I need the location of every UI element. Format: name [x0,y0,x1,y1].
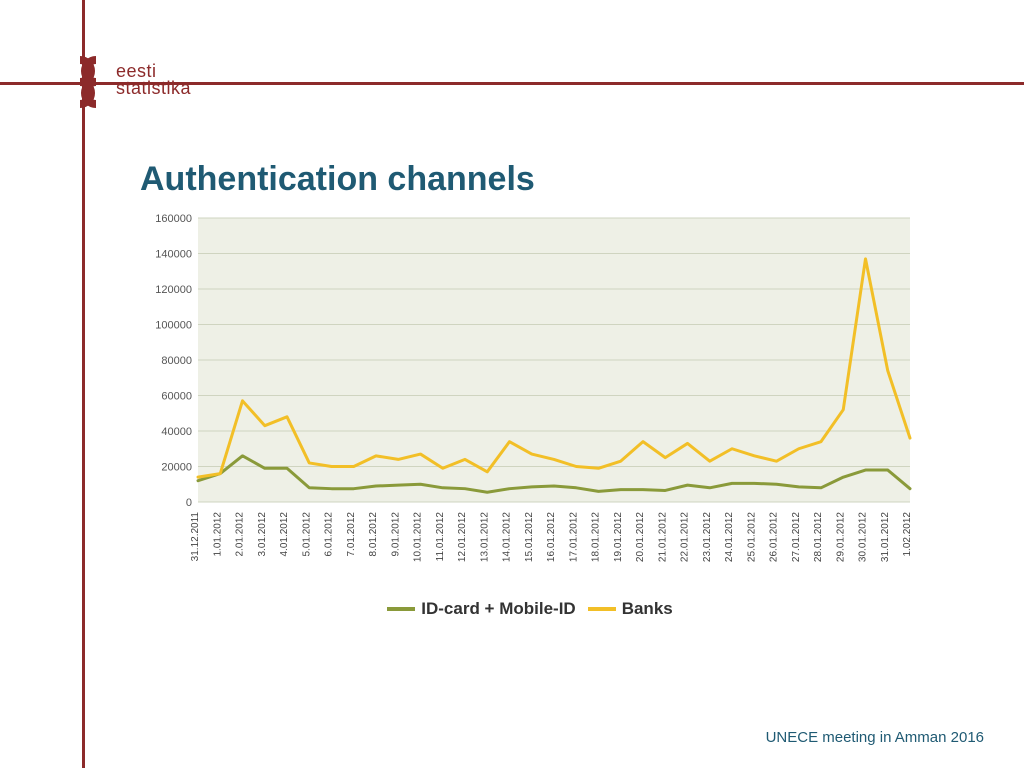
svg-text:25.01.2012: 25.01.2012 [746,512,757,562]
line-chart-svg: 0 20000 40000 60000 80000 100000 120000 140000 1… [140,210,920,590]
svg-text:20000: 20000 [161,462,192,474]
chart-legend: ID-card + Mobile-ID Banks [140,596,920,619]
legend-label: Banks [622,599,673,619]
svg-text:0: 0 [186,497,192,509]
svg-text:8.01.2012: 8.01.2012 [368,512,379,557]
svg-text:6.01.2012: 6.01.2012 [324,512,335,557]
svg-text:31.12.2011: 31.12.2011 [190,512,201,562]
svg-text:19.01.2012: 19.01.2012 [613,512,624,562]
decor-vertical-line [82,0,85,768]
svg-text:3.01.2012: 3.01.2012 [257,512,268,557]
svg-text:160000: 160000 [155,213,192,225]
svg-text:21.01.2012: 21.01.2012 [657,512,668,562]
logo-mark-icon [52,50,112,110]
svg-text:26.01.2012: 26.01.2012 [769,512,780,562]
svg-text:31.01.2012: 31.01.2012 [880,512,891,562]
svg-text:5.01.2012: 5.01.2012 [301,512,312,557]
svg-text:80000: 80000 [161,355,192,367]
svg-text:140000: 140000 [155,249,192,261]
footer-text: UNECE meeting in Amman 2016 [766,729,984,746]
svg-text:40000: 40000 [161,426,192,438]
svg-text:4.01.2012: 4.01.2012 [279,512,290,557]
svg-text:120000: 120000 [155,284,192,296]
svg-text:1.02.2012: 1.02.2012 [902,512,913,557]
legend-item: ID-card + Mobile-ID [387,599,575,619]
auth-channels-chart: 0 20000 40000 60000 80000 100000 120000 140000 1… [140,210,920,595]
svg-text:12.01.2012: 12.01.2012 [457,512,468,562]
svg-text:24.01.2012: 24.01.2012 [724,512,735,562]
svg-text:28.01.2012: 28.01.2012 [813,512,824,562]
svg-text:23.01.2012: 23.01.2012 [702,512,713,562]
svg-text:20.01.2012: 20.01.2012 [635,512,646,562]
svg-text:22.01.2012: 22.01.2012 [680,512,691,562]
svg-text:30.01.2012: 30.01.2012 [858,512,869,562]
org-name-line2: statistika [116,80,191,97]
svg-text:10.01.2012: 10.01.2012 [413,512,424,562]
svg-text:16.01.2012: 16.01.2012 [546,512,557,562]
svg-text:15.01.2012: 15.01.2012 [524,512,535,562]
svg-text:9.01.2012: 9.01.2012 [390,512,401,557]
svg-text:27.01.2012: 27.01.2012 [791,512,802,562]
svg-text:29.01.2012: 29.01.2012 [835,512,846,562]
svg-text:7.01.2012: 7.01.2012 [346,512,357,557]
page-title: Authentication channels [140,160,535,199]
svg-text:1.01.2012: 1.01.2012 [212,512,223,557]
svg-text:13.01.2012: 13.01.2012 [479,512,490,562]
svg-text:100000: 100000 [155,320,192,332]
org-name: eesti statistika [116,63,191,97]
svg-text:14.01.2012: 14.01.2012 [502,512,513,562]
legend-swatch-icon [588,607,616,611]
svg-text:18.01.2012: 18.01.2012 [591,512,602,562]
legend-label: ID-card + Mobile-ID [421,599,575,619]
org-logo: eesti statistika [52,50,191,110]
legend-swatch-icon [387,607,415,611]
legend-item: Banks [588,599,673,619]
svg-text:2.01.2012: 2.01.2012 [235,512,246,557]
svg-text:17.01.2012: 17.01.2012 [568,512,579,562]
svg-text:11.01.2012: 11.01.2012 [435,512,446,562]
svg-text:60000: 60000 [161,391,192,403]
